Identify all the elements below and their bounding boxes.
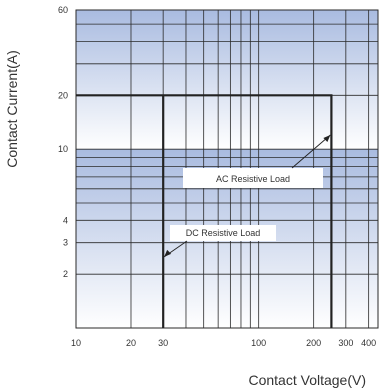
y-tick-label: 20 [58,90,68,100]
x-tick-label: 20 [126,338,136,348]
annotation-dc-arrowhead [164,249,172,257]
x-tick-label: 400 [361,338,376,348]
y-axis-title: Contact Current(A) [4,50,20,167]
y-tick-label: 3 [63,238,68,248]
y-tick-label: 10 [58,144,68,154]
x-tick-label: 30 [158,338,168,348]
series-lines [76,94,333,328]
x-tick-label: 10 [71,338,81,348]
decade-band [76,10,378,150]
annotation-ac-arrowhead [323,135,331,143]
series-line-0 [76,94,333,328]
x-tick-label: 300 [338,338,353,348]
annotation-ac-label: AC Resistive Load [216,174,290,184]
plot-background [76,10,378,328]
tick-labels: 10 20 30 100 200 300 400 2 3 4 10 20 60 [58,5,376,348]
grid-lines [75,9,379,329]
plot-frame [75,9,379,329]
x-axis-title: Contact Voltage(V) [248,372,366,388]
x-tick-label: 100 [251,338,266,348]
y-tick-label: 60 [58,5,68,15]
annotation-box [170,225,276,241]
annotation-dc-label: DC Resistive Load [186,228,261,238]
y-tick-label: 4 [63,215,68,225]
annotation-box [183,168,323,188]
y-tick-label: 2 [63,269,68,279]
annotation-ac-leader [291,134,331,169]
x-tick-label: 200 [306,338,321,348]
annotations: AC Resistive Load DC Resistive Load [163,134,331,258]
